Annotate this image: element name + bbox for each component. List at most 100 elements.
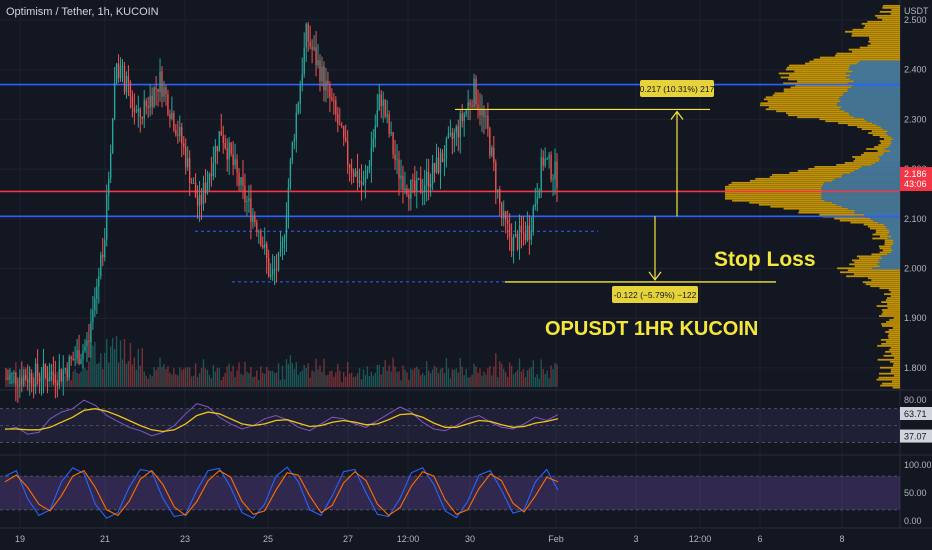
candle-body[interactable] xyxy=(449,132,452,135)
candle-body[interactable] xyxy=(216,146,218,152)
candle-body[interactable] xyxy=(54,374,57,383)
candle-body[interactable] xyxy=(123,65,126,93)
candle-body[interactable] xyxy=(153,87,155,107)
candle-body[interactable] xyxy=(410,180,412,199)
candle-body[interactable] xyxy=(289,160,292,188)
candle-body[interactable] xyxy=(177,134,179,136)
candle-body[interactable] xyxy=(117,63,120,78)
candle-body[interactable] xyxy=(319,60,321,82)
candle-body[interactable] xyxy=(248,198,250,201)
candle-body[interactable] xyxy=(510,237,513,251)
candle-body[interactable] xyxy=(491,147,493,156)
candlesticks[interactable] xyxy=(5,22,558,403)
candle-body[interactable] xyxy=(461,113,463,122)
candle-body[interactable] xyxy=(100,254,102,276)
candle-body[interactable] xyxy=(435,157,438,173)
candle-body[interactable] xyxy=(550,154,552,180)
candle-body[interactable] xyxy=(303,47,305,74)
candle-body[interactable] xyxy=(323,66,325,91)
candle-body[interactable] xyxy=(331,97,333,101)
candle-body[interactable] xyxy=(305,24,307,48)
candle-body[interactable] xyxy=(38,376,41,381)
candle-body[interactable] xyxy=(495,162,497,191)
candle-body[interactable] xyxy=(147,105,149,108)
candle-body[interactable] xyxy=(7,378,9,380)
candle-body[interactable] xyxy=(206,181,209,194)
candle-body[interactable] xyxy=(325,80,327,91)
candle-body[interactable] xyxy=(412,180,414,182)
candle-body[interactable] xyxy=(506,219,509,225)
candle-body[interactable] xyxy=(501,203,503,218)
candle-body[interactable] xyxy=(392,132,394,155)
candle-body[interactable] xyxy=(467,102,469,110)
candle-body[interactable] xyxy=(198,194,201,206)
last-price-badge[interactable] xyxy=(900,167,932,192)
candle-body[interactable] xyxy=(187,158,189,168)
candle-body[interactable] xyxy=(19,378,21,387)
candle-body[interactable] xyxy=(145,100,147,106)
candle-body[interactable] xyxy=(445,138,448,160)
candle-body[interactable] xyxy=(155,87,157,89)
candle-body[interactable] xyxy=(414,180,416,192)
candle-body[interactable] xyxy=(52,371,55,375)
candle-body[interactable] xyxy=(311,46,313,50)
candle-body[interactable] xyxy=(534,203,536,207)
candle-body[interactable] xyxy=(285,216,288,238)
stoch-k-line[interactable] xyxy=(4,466,559,519)
candle-body[interactable] xyxy=(489,128,491,156)
candle-body[interactable] xyxy=(143,100,145,119)
candle-body[interactable] xyxy=(36,363,39,377)
candle-body[interactable] xyxy=(360,181,363,185)
candle-body[interactable] xyxy=(196,197,199,206)
candle-body[interactable] xyxy=(352,172,355,177)
candle-body[interactable] xyxy=(169,114,171,119)
candle-body[interactable] xyxy=(236,159,238,173)
candle-body[interactable] xyxy=(23,375,25,385)
candle-body[interactable] xyxy=(200,194,203,205)
candle-body[interactable] xyxy=(127,76,130,83)
candle-body[interactable] xyxy=(499,189,501,204)
candle-body[interactable] xyxy=(299,85,301,104)
candle-body[interactable] xyxy=(163,87,165,97)
rsi-pane[interactable] xyxy=(0,399,900,443)
candle-body[interactable] xyxy=(9,375,11,380)
candle-body[interactable] xyxy=(532,206,534,232)
candle-body[interactable] xyxy=(244,185,246,203)
candle-body[interactable] xyxy=(420,179,422,193)
candle-body[interactable] xyxy=(431,163,434,184)
candle-body[interactable] xyxy=(295,112,297,140)
candle-body[interactable] xyxy=(457,126,459,138)
candle-body[interactable] xyxy=(503,211,505,218)
candle-body[interactable] xyxy=(252,215,254,223)
candle-body[interactable] xyxy=(159,71,161,92)
candle-body[interactable] xyxy=(115,63,118,83)
candle-body[interactable] xyxy=(538,191,540,198)
candle-body[interactable] xyxy=(469,102,471,106)
candle-body[interactable] xyxy=(76,350,78,359)
candle-body[interactable] xyxy=(161,71,163,97)
candle-body[interactable] xyxy=(540,157,542,192)
candle-body[interactable] xyxy=(346,140,349,165)
candle-body[interactable] xyxy=(109,152,112,179)
candle-body[interactable] xyxy=(157,88,159,92)
candle-body[interactable] xyxy=(141,117,143,119)
candle-body[interactable] xyxy=(273,269,276,271)
candle-body[interactable] xyxy=(447,134,450,139)
candle-body[interactable] xyxy=(13,372,15,374)
candle-body[interactable] xyxy=(283,237,286,242)
candle-body[interactable] xyxy=(125,76,128,93)
candle-body[interactable] xyxy=(329,84,331,98)
candle-body[interactable] xyxy=(131,96,134,108)
candle-body[interactable] xyxy=(266,243,268,259)
price-axis[interactable]: USDT1.8001.9002.0002.1002.2002.3002.4002… xyxy=(900,6,932,526)
time-axis[interactable]: 19 21 23 25 27 12:00 30 Feb 3 12:00 6 8 xyxy=(15,534,845,544)
candle-body[interactable] xyxy=(262,245,264,248)
candle-body[interactable] xyxy=(463,114,465,122)
candle-body[interactable] xyxy=(21,378,23,385)
candle-body[interactable] xyxy=(343,126,345,138)
candle-body[interactable] xyxy=(34,363,37,387)
candle-body[interactable] xyxy=(90,322,92,343)
candle-body[interactable] xyxy=(546,158,548,160)
candle-body[interactable] xyxy=(341,124,343,127)
candle-body[interactable] xyxy=(335,100,337,114)
